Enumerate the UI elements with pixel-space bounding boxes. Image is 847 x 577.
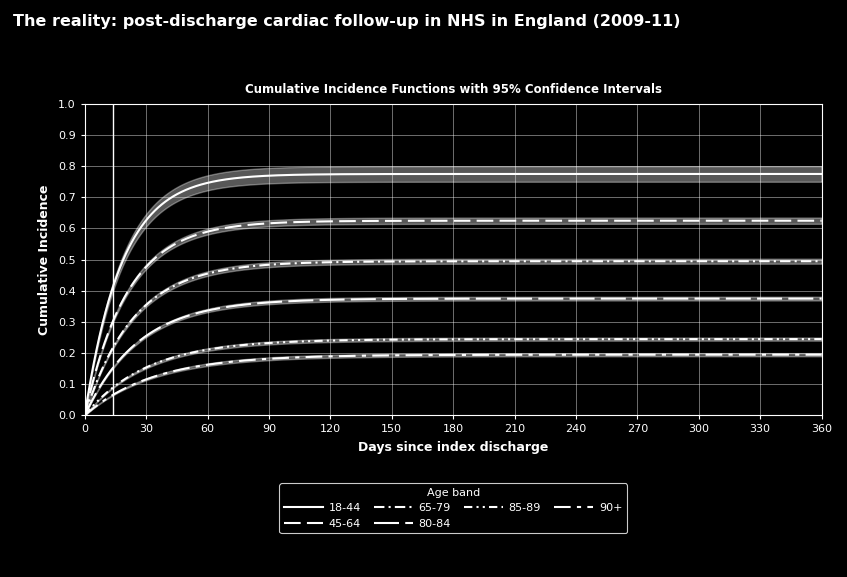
X-axis label: Days since index discharge: Days since index discharge <box>358 441 548 455</box>
Legend: 18-44, 45-64, 65-79, 80-84, 85-89, 90+: 18-44, 45-64, 65-79, 80-84, 85-89, 90+ <box>280 484 627 533</box>
Title: Cumulative Incidence Functions with 95% Confidence Intervals: Cumulative Incidence Functions with 95% … <box>245 83 662 96</box>
Text: The reality: post-discharge cardiac follow-up in NHS in England (2009-11): The reality: post-discharge cardiac foll… <box>13 14 680 29</box>
Y-axis label: Cumulative Incidence: Cumulative Incidence <box>38 185 51 335</box>
